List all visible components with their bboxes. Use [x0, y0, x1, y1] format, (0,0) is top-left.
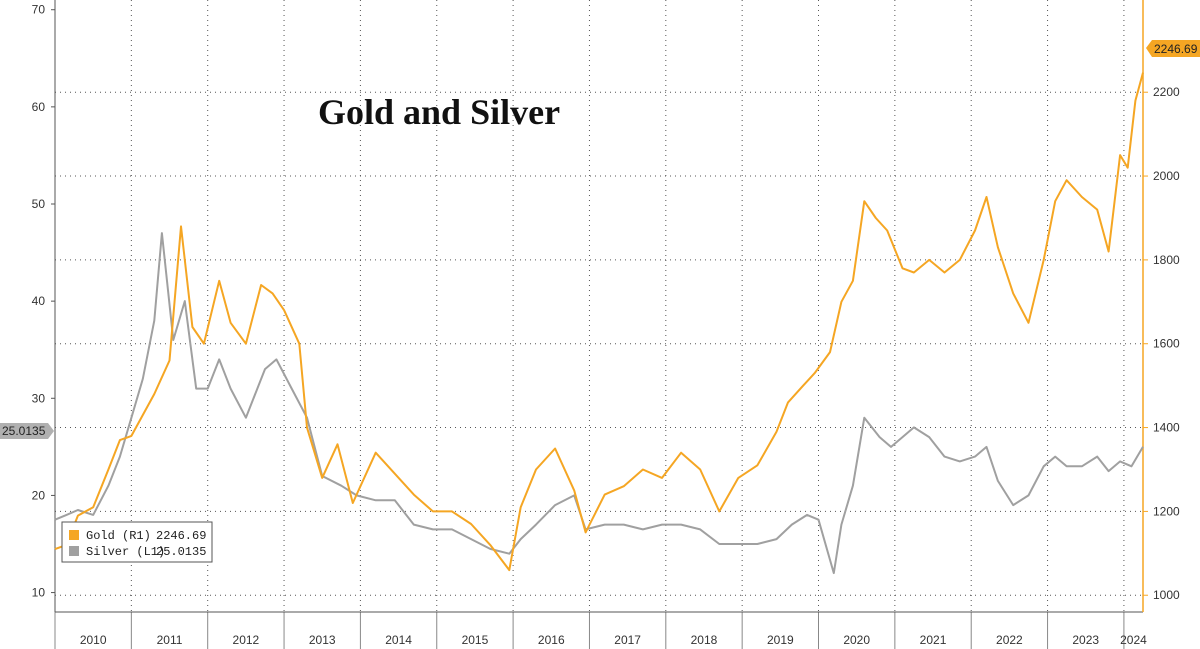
left-tick-label: 70 [32, 3, 46, 17]
x-tick-label: 2022 [996, 633, 1023, 647]
silver-tag-shape [0, 423, 54, 439]
x-tick-label: 2016 [538, 633, 565, 647]
legend-gold-label: Gold (R1) [86, 529, 151, 543]
left-tick-label: 30 [32, 391, 46, 405]
gold-tag-shape [1146, 40, 1200, 57]
left-tick-label: 50 [32, 197, 46, 211]
right-tick-label: 2200 [1153, 85, 1180, 99]
x-tick-label: 2014 [385, 633, 412, 647]
right-tick-label: 2000 [1153, 169, 1180, 183]
left-tick-label: 60 [32, 100, 46, 114]
right-tick-label: 1000 [1153, 588, 1180, 602]
legend-silver-swatch [69, 546, 79, 556]
left-tick-label: 20 [32, 488, 46, 502]
silver-tag-label: 25.0135 [2, 424, 46, 438]
x-tick-label: 2010 [80, 633, 107, 647]
legend-gold-swatch [69, 530, 79, 540]
gold-series-line [54, 72, 1144, 572]
x-tick-label: 2017 [614, 633, 641, 647]
right-axis: 1000 1200 1400 1600 1800 2000 2200 [1142, 0, 1180, 612]
legend-box [61, 521, 213, 563]
legend-silver-value: 25.0135 [156, 545, 206, 559]
x-tick-label: 2011 [157, 633, 183, 647]
x-tick-label: 2019 [767, 633, 794, 647]
x-tick-label: 2020 [843, 633, 870, 647]
x-tick-label: 2023 [1072, 633, 1099, 647]
x-tick-label: 2024 [1120, 633, 1147, 647]
legend-gold-value: 2246.69 [156, 529, 206, 543]
legend-silver-label: Silver (L1) [86, 545, 165, 559]
gold-tag-label: 2246.69 [1154, 42, 1198, 56]
left-tick-label: 40 [32, 294, 46, 308]
left-axis: 10 20 30 40 50 60 70 [32, 0, 56, 612]
silver-series-line [54, 232, 1144, 575]
chart-title: Gold and Silver [318, 92, 560, 132]
x-tick-label: 2018 [691, 633, 718, 647]
x-tick-label: 2013 [309, 633, 336, 647]
right-tick-label: 1600 [1153, 337, 1180, 351]
right-tick-label: 1400 [1153, 421, 1180, 435]
right-tick-label: 1200 [1153, 504, 1180, 518]
legend: Gold (R1) 2246.69 Silver (L1) 25.0135 [61, 521, 213, 563]
silver-last-value-tag: 25.0135 [0, 423, 54, 439]
x-axis: 2010 2011 2012 2013 2014 2015 2016 2017 2018 2019… [54, 611, 1147, 649]
series-lines [54, 72, 1144, 575]
x-tick-label: 2012 [233, 633, 260, 647]
x-tick-label: 2021 [920, 633, 947, 647]
gridlines [55, 0, 1143, 612]
right-tick-label: 1800 [1153, 253, 1180, 267]
x-tick-label: 2015 [462, 633, 489, 647]
gold-last-value-tag: 2246.69 [1146, 40, 1200, 57]
left-tick-label: 10 [32, 586, 46, 600]
